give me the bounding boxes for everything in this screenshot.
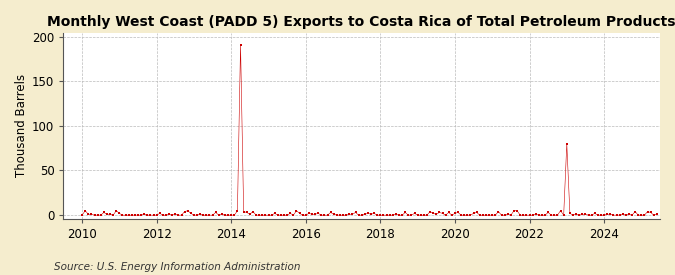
Y-axis label: Thousand Barrels: Thousand Barrels bbox=[15, 74, 28, 177]
Title: Monthly West Coast (PADD 5) Exports to Costa Rica of Total Petroleum Products: Monthly West Coast (PADD 5) Exports to C… bbox=[47, 15, 675, 29]
Text: Source: U.S. Energy Information Administration: Source: U.S. Energy Information Administ… bbox=[54, 262, 300, 272]
